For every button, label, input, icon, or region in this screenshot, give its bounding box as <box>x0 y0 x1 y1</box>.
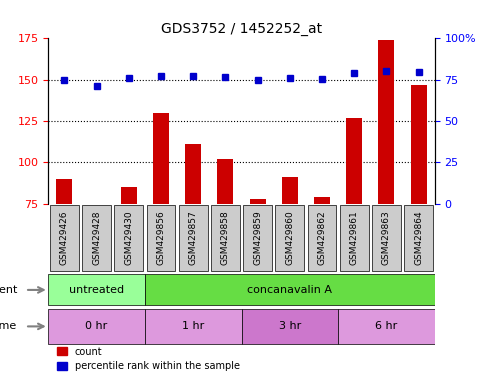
FancyBboxPatch shape <box>145 309 242 344</box>
FancyBboxPatch shape <box>114 205 143 271</box>
Text: GSM429430: GSM429430 <box>124 211 133 265</box>
Bar <box>217 159 233 327</box>
Bar <box>153 113 169 327</box>
Text: GSM429864: GSM429864 <box>414 211 423 265</box>
FancyBboxPatch shape <box>48 309 145 344</box>
Text: GSM429859: GSM429859 <box>253 211 262 265</box>
Text: 0 hr: 0 hr <box>85 321 108 331</box>
FancyBboxPatch shape <box>211 205 240 271</box>
FancyBboxPatch shape <box>50 205 79 271</box>
Text: time: time <box>0 321 17 331</box>
Text: concanavalin A: concanavalin A <box>247 285 332 295</box>
Bar <box>57 179 72 327</box>
Text: agent: agent <box>0 285 17 295</box>
Legend: count, percentile rank within the sample: count, percentile rank within the sample <box>53 343 243 375</box>
FancyBboxPatch shape <box>82 205 111 271</box>
Text: GSM429857: GSM429857 <box>189 211 198 265</box>
Text: GSM429858: GSM429858 <box>221 211 230 265</box>
Title: GDS3752 / 1452252_at: GDS3752 / 1452252_at <box>161 22 322 36</box>
FancyBboxPatch shape <box>275 205 304 271</box>
FancyBboxPatch shape <box>179 205 208 271</box>
FancyBboxPatch shape <box>372 205 401 271</box>
Bar <box>346 118 362 327</box>
Bar <box>314 197 330 327</box>
Text: GSM429426: GSM429426 <box>60 211 69 265</box>
Bar <box>185 144 201 327</box>
Bar <box>88 204 105 327</box>
Bar <box>121 187 137 327</box>
FancyBboxPatch shape <box>308 205 337 271</box>
Text: GSM429861: GSM429861 <box>350 211 359 265</box>
Text: GSM429860: GSM429860 <box>285 211 294 265</box>
Bar <box>378 40 395 327</box>
FancyBboxPatch shape <box>338 309 435 344</box>
Text: GSM429863: GSM429863 <box>382 211 391 265</box>
FancyBboxPatch shape <box>340 205 369 271</box>
Text: GSM429862: GSM429862 <box>317 211 327 265</box>
FancyBboxPatch shape <box>145 274 435 306</box>
FancyBboxPatch shape <box>146 205 175 271</box>
Text: GSM429856: GSM429856 <box>156 211 166 265</box>
Text: GSM429428: GSM429428 <box>92 211 101 265</box>
Bar <box>411 84 426 327</box>
FancyBboxPatch shape <box>243 205 272 271</box>
Text: 3 hr: 3 hr <box>279 321 301 331</box>
FancyBboxPatch shape <box>48 274 145 306</box>
Bar <box>250 199 266 327</box>
Text: untreated: untreated <box>69 285 124 295</box>
FancyBboxPatch shape <box>242 309 338 344</box>
FancyBboxPatch shape <box>404 205 433 271</box>
Text: 1 hr: 1 hr <box>182 321 204 331</box>
Bar <box>282 177 298 327</box>
Text: 6 hr: 6 hr <box>375 321 398 331</box>
